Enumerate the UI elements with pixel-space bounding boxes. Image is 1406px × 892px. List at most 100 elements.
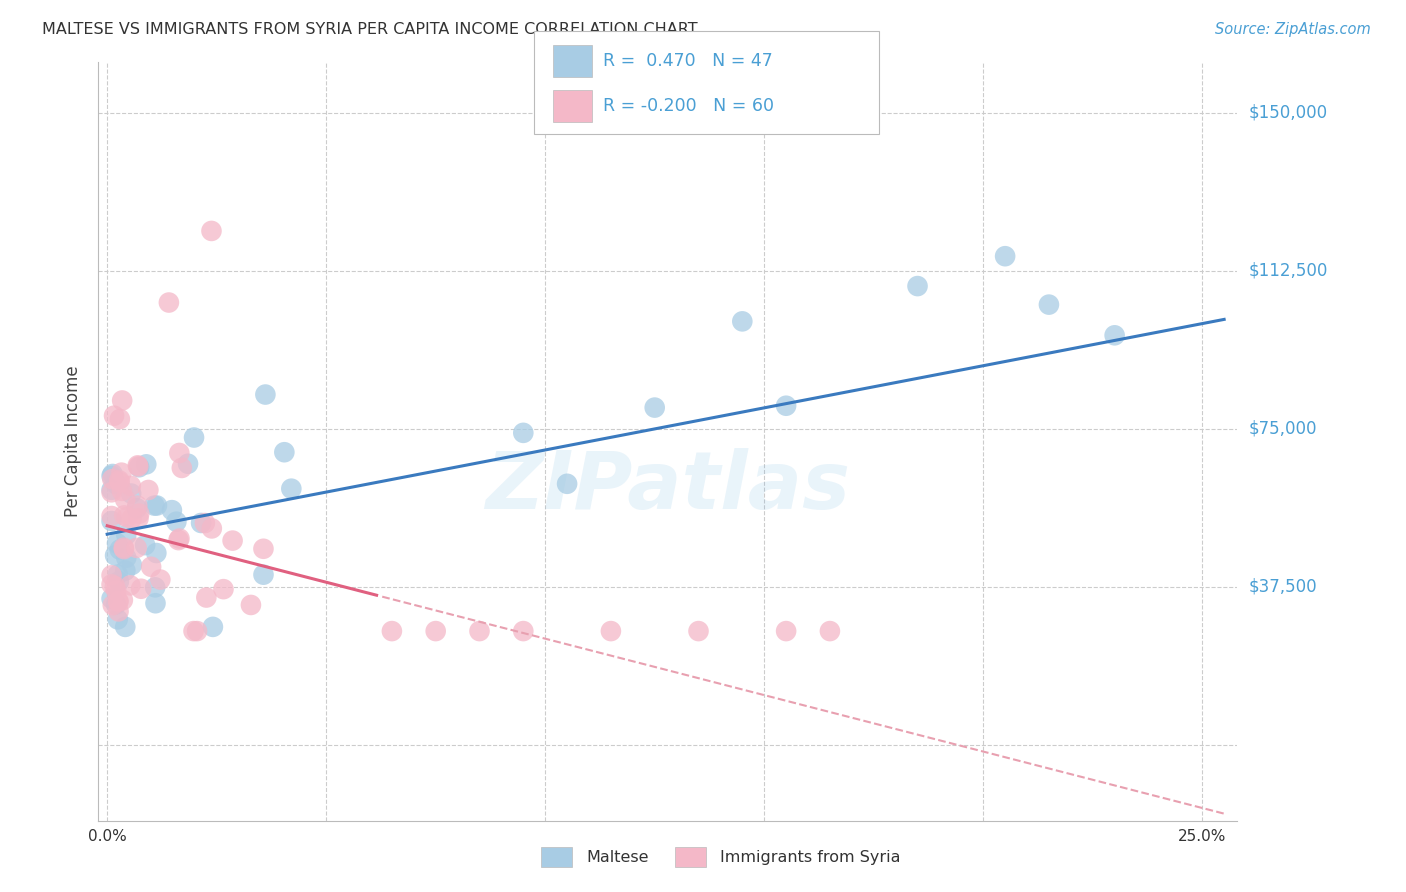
- Point: [105, 583, 128, 598]
- Point: [468, 624, 491, 639]
- Point: [160, 503, 183, 517]
- Point: [100, 577, 122, 591]
- Point: [221, 533, 243, 548]
- Text: $75,000: $75,000: [1249, 420, 1317, 438]
- Point: [201, 521, 224, 535]
- Point: [105, 477, 128, 491]
- Point: [186, 624, 208, 639]
- Point: [115, 510, 138, 524]
- Point: [200, 224, 222, 238]
- Point: [110, 466, 132, 480]
- Point: [157, 295, 180, 310]
- Text: ZIPatlas: ZIPatlas: [485, 448, 851, 526]
- Point: [100, 485, 122, 500]
- Point: [135, 458, 157, 472]
- Text: $37,500: $37,500: [1249, 578, 1317, 596]
- Point: [115, 528, 138, 542]
- Point: [121, 511, 143, 525]
- Point: [194, 516, 217, 530]
- Point: [107, 612, 129, 626]
- Point: [775, 399, 797, 413]
- Point: [239, 598, 262, 612]
- Point: [111, 393, 134, 408]
- Text: Maltese: Maltese: [586, 850, 648, 864]
- Point: [127, 458, 149, 473]
- Point: [128, 507, 150, 521]
- Point: [177, 457, 200, 471]
- Point: [201, 620, 224, 634]
- Point: [121, 558, 143, 572]
- Point: [165, 515, 187, 529]
- Point: [114, 564, 136, 578]
- Point: [252, 541, 274, 556]
- Point: [120, 479, 142, 493]
- Point: [105, 598, 128, 612]
- Point: [127, 499, 149, 513]
- Point: [111, 593, 134, 607]
- Point: [114, 492, 136, 507]
- Point: [128, 460, 150, 475]
- Text: Immigrants from Syria: Immigrants from Syria: [720, 850, 900, 864]
- Point: [125, 541, 148, 555]
- Point: [129, 582, 152, 596]
- Point: [100, 568, 122, 582]
- Point: [101, 467, 124, 481]
- Point: [125, 501, 148, 516]
- Point: [512, 425, 534, 440]
- Point: [115, 550, 138, 565]
- Point: [107, 567, 129, 582]
- Point: [183, 624, 205, 639]
- Y-axis label: Per Capita Income: Per Capita Income: [65, 366, 83, 517]
- Point: [120, 578, 142, 592]
- Point: [107, 594, 129, 608]
- Point: [1104, 328, 1126, 343]
- Point: [103, 409, 125, 423]
- Point: [212, 582, 235, 596]
- Point: [108, 542, 131, 557]
- Point: [512, 624, 534, 639]
- Point: [143, 499, 166, 513]
- Point: [252, 567, 274, 582]
- Point: [100, 468, 122, 483]
- Point: [555, 476, 578, 491]
- Point: [644, 401, 666, 415]
- Point: [108, 474, 131, 488]
- Point: [112, 542, 135, 557]
- Point: [111, 483, 134, 498]
- Point: [183, 430, 205, 444]
- Text: R = -0.200   N = 60: R = -0.200 N = 60: [603, 97, 775, 115]
- Point: [112, 508, 135, 523]
- Point: [100, 591, 122, 606]
- Point: [731, 314, 754, 328]
- Point: [143, 580, 166, 594]
- Point: [138, 483, 160, 497]
- Point: [994, 249, 1017, 263]
- Text: MALTESE VS IMMIGRANTS FROM SYRIA PER CAPITA INCOME CORRELATION CHART: MALTESE VS IMMIGRANTS FROM SYRIA PER CAP…: [42, 22, 697, 37]
- Point: [149, 573, 172, 587]
- Point: [273, 445, 295, 459]
- Point: [112, 541, 135, 555]
- Point: [254, 387, 277, 401]
- Point: [381, 624, 404, 639]
- Point: [108, 412, 131, 426]
- Point: [108, 475, 131, 490]
- Point: [600, 624, 623, 639]
- Text: $150,000: $150,000: [1249, 104, 1327, 122]
- Point: [100, 483, 122, 497]
- Point: [134, 538, 156, 552]
- Point: [114, 620, 136, 634]
- Point: [101, 598, 124, 612]
- Point: [170, 461, 193, 475]
- Point: [146, 499, 169, 513]
- Point: [108, 574, 131, 589]
- Point: [280, 482, 302, 496]
- Point: [145, 546, 167, 560]
- Point: [100, 514, 122, 528]
- Point: [145, 596, 167, 610]
- Text: 0.0%: 0.0%: [87, 829, 127, 844]
- Point: [139, 559, 162, 574]
- Point: [107, 604, 129, 618]
- Point: [169, 446, 191, 460]
- Text: R =  0.470   N = 47: R = 0.470 N = 47: [603, 52, 773, 70]
- Point: [104, 549, 127, 563]
